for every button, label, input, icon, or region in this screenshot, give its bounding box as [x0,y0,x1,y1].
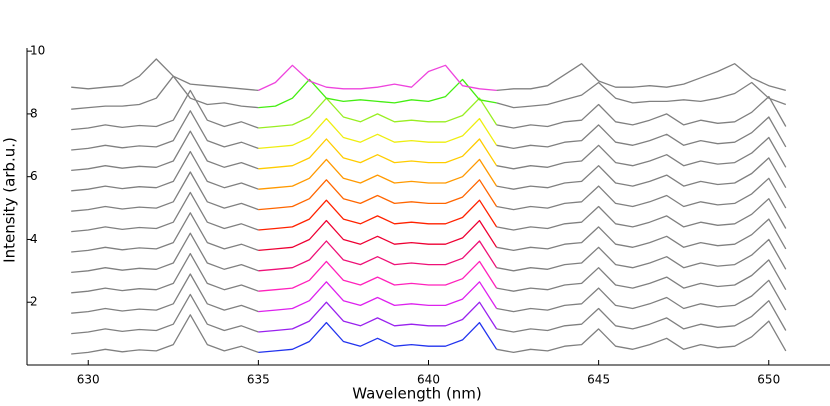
spectrum-line [258,78,497,109]
spectrum-line [71,89,259,131]
spectrum-line [496,279,787,313]
spectrum-line [71,232,259,274]
spectrum-line [496,63,786,92]
y-axis-label: Intensity (arb.u.) [1,137,19,263]
spectrum-line [71,75,259,110]
x-tick-label: 635 [247,373,270,387]
spectrum-line [258,179,498,211]
spectrum-line [258,321,498,354]
x-tick-label: 640 [417,373,440,387]
spectrum-line [71,273,259,314]
spectrum-line [71,110,259,151]
spectrum-line [258,240,498,272]
spectrum-line [496,157,787,190]
spectrum-line [258,138,498,170]
x-tick-label: 630 [77,373,100,387]
spectrum-line [71,150,259,192]
spectrum-line [496,320,787,354]
spectrum-line [258,219,498,252]
spectrum-line [258,199,498,231]
spectrum-line [496,116,787,150]
spectrum-line [496,198,787,231]
spectrum-line [258,117,498,150]
y-tick-label: 4 [30,232,38,246]
spectrum-line [496,136,787,170]
spectrum-line [258,260,498,292]
spectrum-line [496,218,787,252]
spectrum-line [71,191,259,233]
spectrum-line [71,130,259,172]
spectrum-line [496,259,787,292]
spectrum-line [496,238,787,272]
x-tick-label: 645 [587,373,610,387]
spectrum-line [71,212,259,253]
spectrum-line [258,301,498,333]
y-tick-label: 8 [30,106,38,120]
x-tick-label: 650 [757,373,780,387]
spectrum-line [71,314,259,355]
spectrum-line [258,64,497,92]
spectrum-line [71,58,259,92]
spectrum-line [71,252,259,294]
x-axis-label: Wavelength (nm) [352,385,482,403]
spectrum-line [258,97,498,129]
y-tick-label: 6 [30,169,38,183]
spectrum-line [71,171,259,212]
spectrum-line [496,300,787,333]
spectrum-line [258,281,498,313]
spectrum-line [496,177,787,211]
spectrum-line [496,95,787,129]
spectrum-line [258,158,498,190]
y-tick-label: 2 [30,295,38,309]
y-tick-label: 10 [30,44,45,58]
spectrum-line [496,81,787,109]
spectrum-line [71,293,259,335]
